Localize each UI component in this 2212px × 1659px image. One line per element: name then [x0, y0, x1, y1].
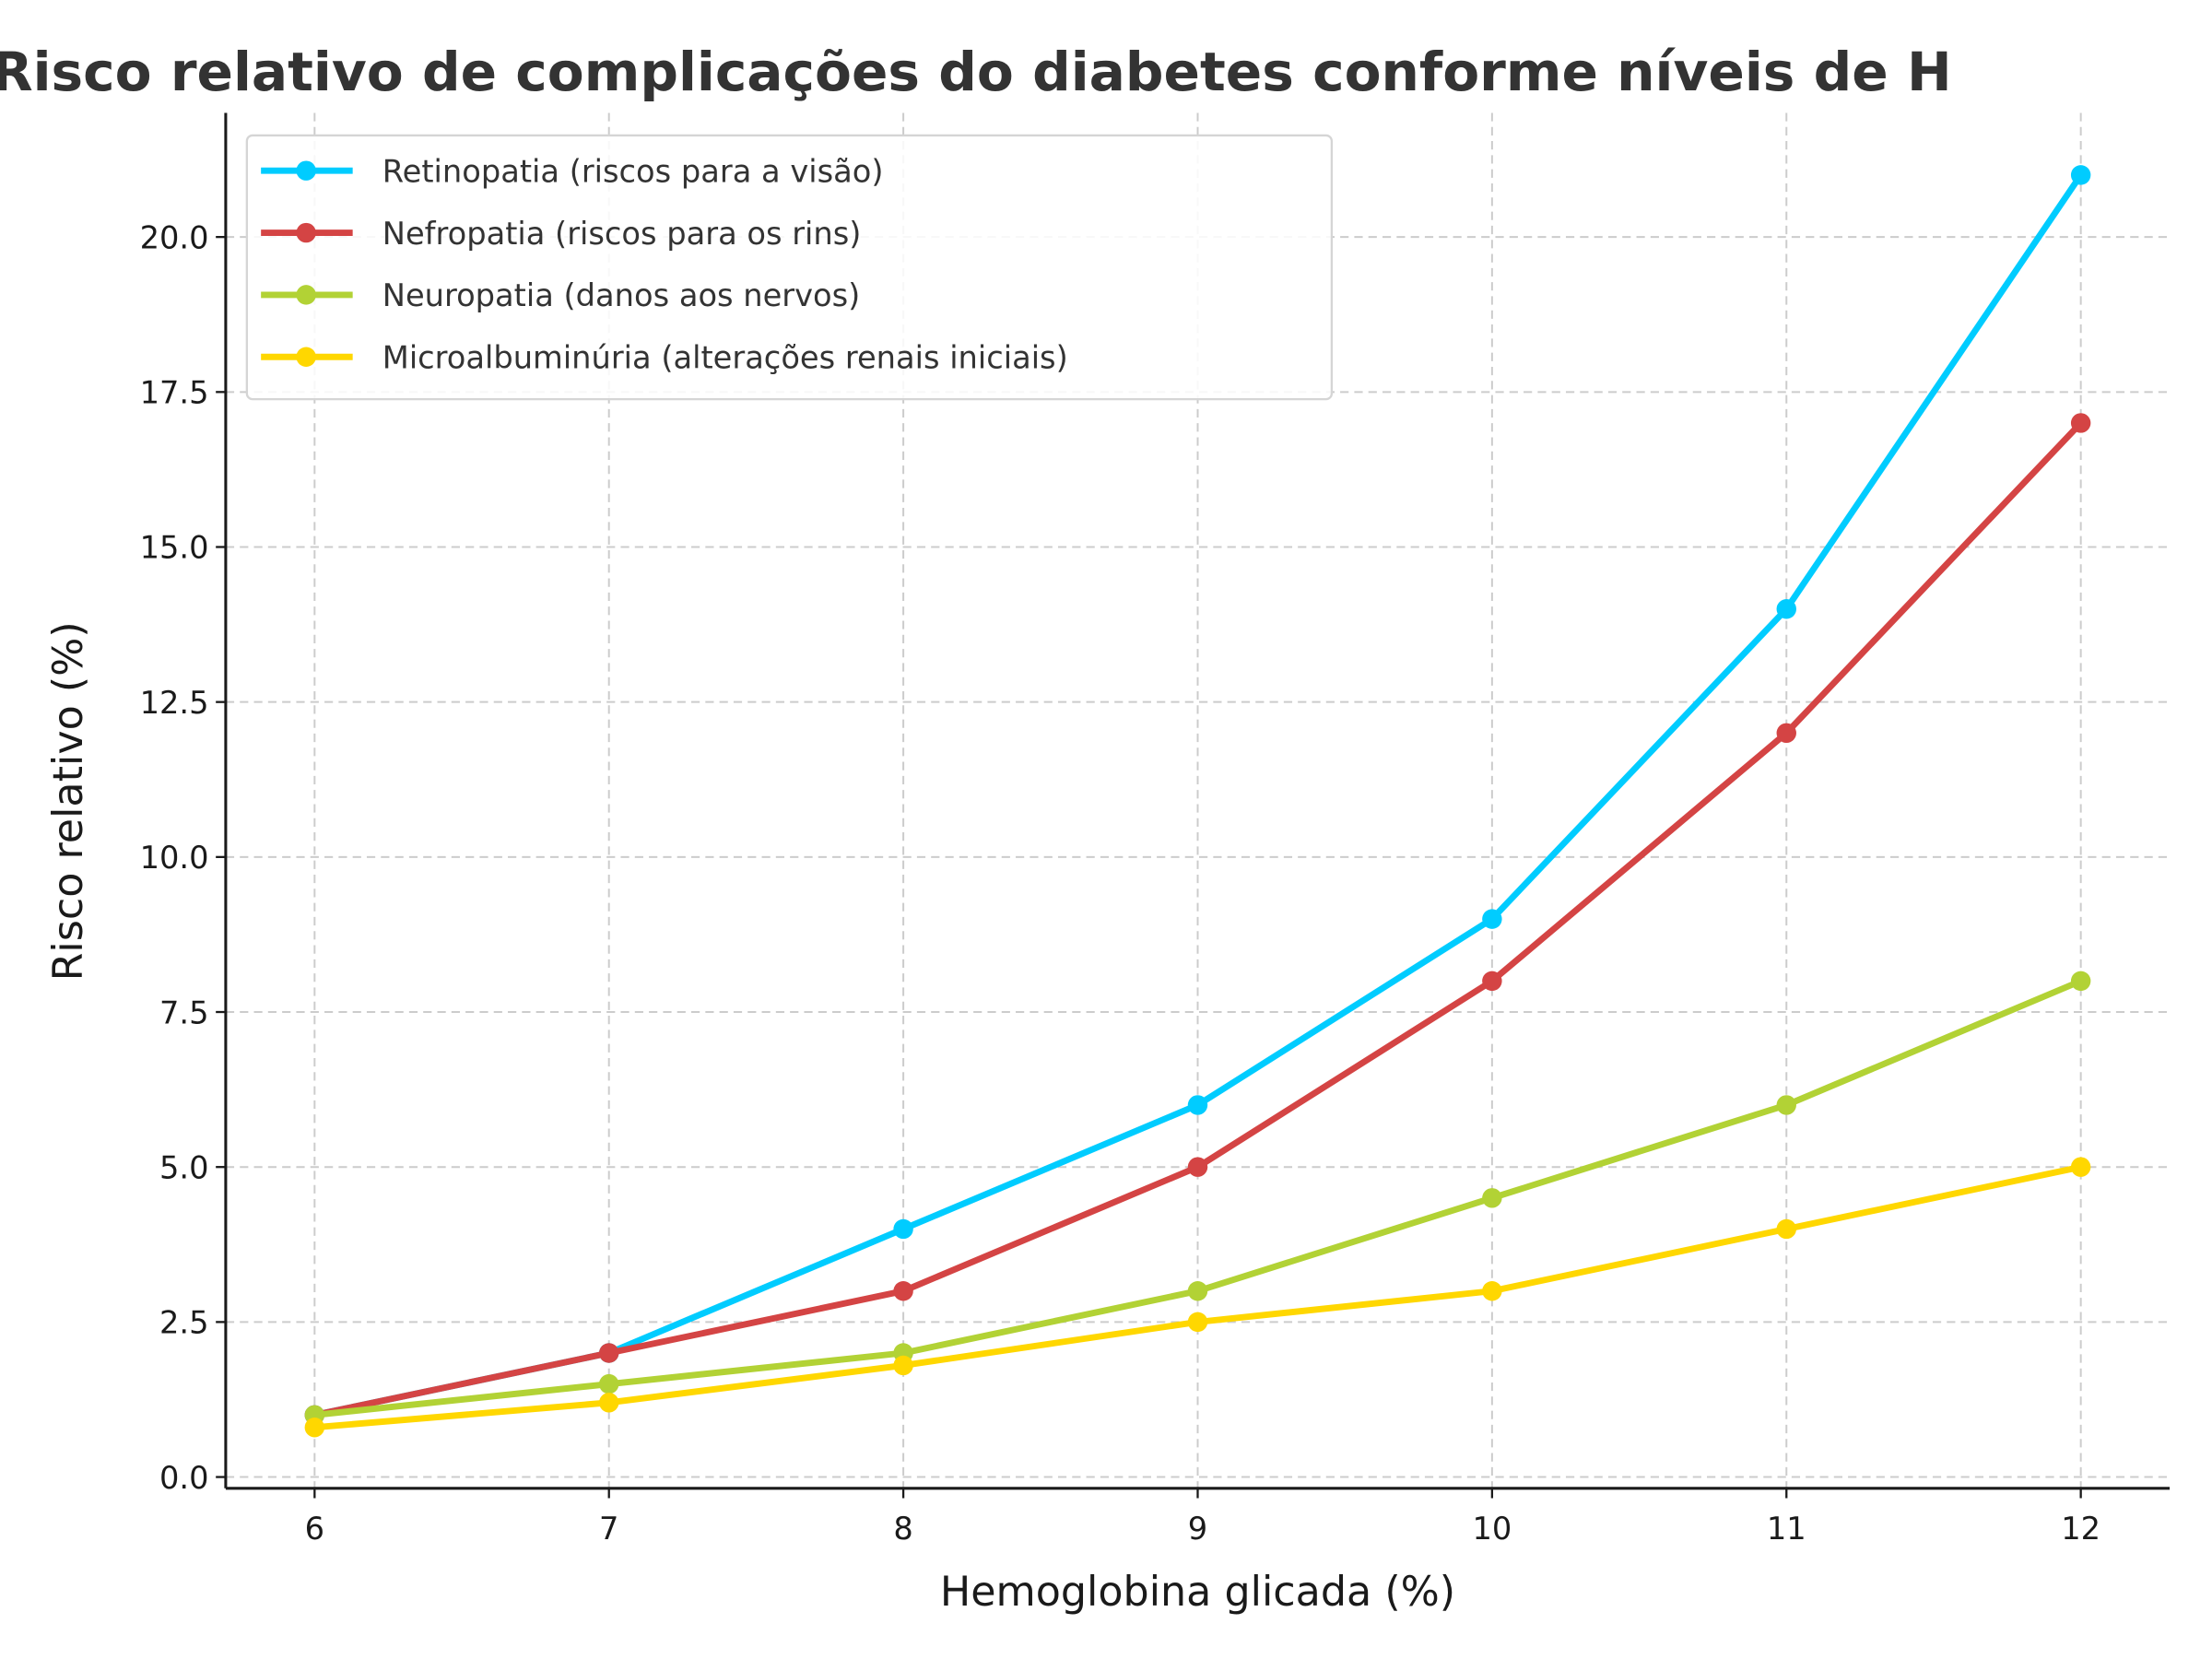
y-tick-label: 7.5 [159, 994, 209, 1030]
data-point [599, 1393, 619, 1413]
data-point [1482, 971, 1502, 992]
legend-marker [296, 285, 316, 305]
data-point [1187, 1281, 1208, 1301]
data-point [1776, 599, 1796, 619]
x-tick-label: 6 [305, 1511, 324, 1547]
legend-entry: Retinopatia (riscos para a visão) [261, 153, 884, 189]
data-point [893, 1218, 913, 1240]
data-point [2070, 1157, 2091, 1177]
data-point [1776, 723, 1796, 744]
x-tick-label: 7 [599, 1511, 618, 1547]
x-axis-label: Hemoglobina glicada (%) [940, 1569, 1455, 1616]
data-point [893, 1281, 913, 1301]
series-2 [304, 971, 2091, 1425]
y-tick-label: 2.5 [159, 1305, 209, 1341]
data-point [599, 1343, 619, 1363]
x-tick-label: 12 [2061, 1511, 2100, 1547]
y-tick-label: 5.0 [159, 1149, 209, 1185]
data-point [893, 1355, 913, 1376]
data-point [599, 1373, 619, 1394]
data-point [1482, 1188, 1502, 1208]
x-tick-label: 10 [1472, 1511, 1512, 1547]
data-point [2070, 413, 2091, 433]
data-point [2070, 165, 2091, 185]
y-tick-label: 20.0 [140, 219, 209, 255]
data-point [1187, 1157, 1208, 1177]
data-point [1482, 909, 1502, 929]
y-axis-label: Risco relativo (%) [45, 621, 92, 981]
x-tick-label: 9 [1188, 1511, 1207, 1547]
y-tick-label: 12.5 [140, 685, 209, 721]
y-tick-label: 10.0 [140, 840, 209, 876]
legend-label: Retinopatia (riscos para a visão) [382, 153, 884, 189]
chart-title: Risco relativo de complicações do diabet… [0, 41, 1952, 103]
legend-box [245, 134, 1334, 401]
series-1 [304, 413, 2091, 1425]
legend-label: Nefropatia (riscos para os rins) [382, 216, 862, 252]
legend-label: Neuropatia (danos aos nervos) [382, 277, 861, 313]
data-point [1187, 1095, 1208, 1115]
axes: 6 7 8 9 10 11 12 0.0 2.5 5.0 7.5 10.0 12.5 15.0 17.5 20… [140, 112, 2171, 1547]
legend-marker [296, 160, 316, 181]
y-tick-label: 0.0 [159, 1460, 209, 1496]
data-point [1776, 1095, 1796, 1115]
legend-entry: Nefropatia (riscos para os rins) [261, 216, 861, 252]
data-point [1776, 1218, 1796, 1240]
legend-marker [296, 347, 316, 367]
data-point [304, 1418, 325, 1438]
series-lines [304, 165, 2091, 1438]
x-tick-label: 11 [1767, 1511, 1806, 1547]
y-tick-label: 15.0 [140, 530, 209, 566]
series-3 [304, 1157, 2091, 1438]
legend-entry: Microalbuminúria (alterações renais inic… [261, 339, 1068, 375]
legend-marker [296, 222, 316, 243]
x-tick-label: 8 [893, 1511, 912, 1547]
legend: Retinopatia (riscos para a visão) Nefropa… [245, 134, 1334, 401]
data-point [1187, 1312, 1208, 1333]
legend-label: Microalbuminúria (alterações renais inic… [382, 339, 1068, 375]
data-point [2070, 971, 2091, 992]
data-point [1482, 1281, 1502, 1301]
y-tick-label: 17.5 [140, 375, 209, 411]
legend-entry: Neuropatia (danos aos nervos) [261, 277, 860, 313]
